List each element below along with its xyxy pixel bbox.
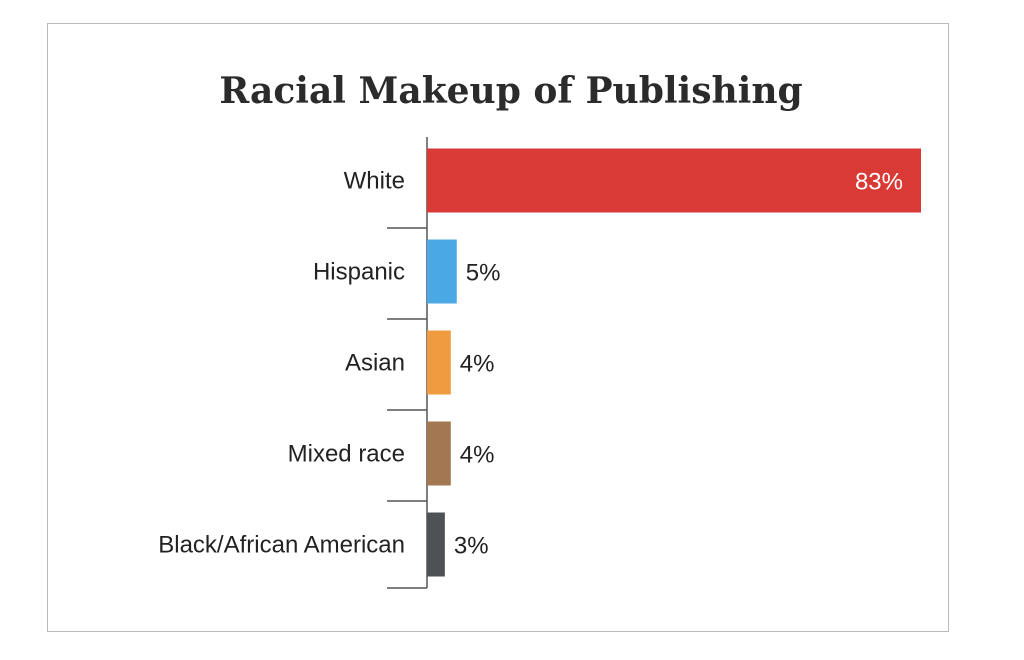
value-label: 5% xyxy=(466,260,501,287)
category-label: Mixed race xyxy=(288,441,405,468)
bar-mixed-race xyxy=(427,421,451,486)
value-label: 3% xyxy=(454,533,489,560)
category-label: Asian xyxy=(345,350,405,377)
bar-asian xyxy=(427,330,451,395)
value-label: 4% xyxy=(460,442,495,469)
bar-hispanic xyxy=(427,239,457,304)
category-label: White xyxy=(344,168,405,195)
category-label: Hispanic xyxy=(313,259,405,286)
value-label: 83% xyxy=(855,169,903,196)
value-label: 4% xyxy=(460,351,495,378)
chart-marks: White 83% Hispanic 5% Asian 4% Mixed race 4% Bla… xyxy=(158,137,921,589)
chart-frame xyxy=(47,23,949,632)
chart-title: Racial Makeup of Publishing xyxy=(219,70,802,112)
bar-white xyxy=(427,148,921,213)
bar-black-african-american xyxy=(427,512,445,577)
category-label: Black/African American xyxy=(158,532,405,559)
